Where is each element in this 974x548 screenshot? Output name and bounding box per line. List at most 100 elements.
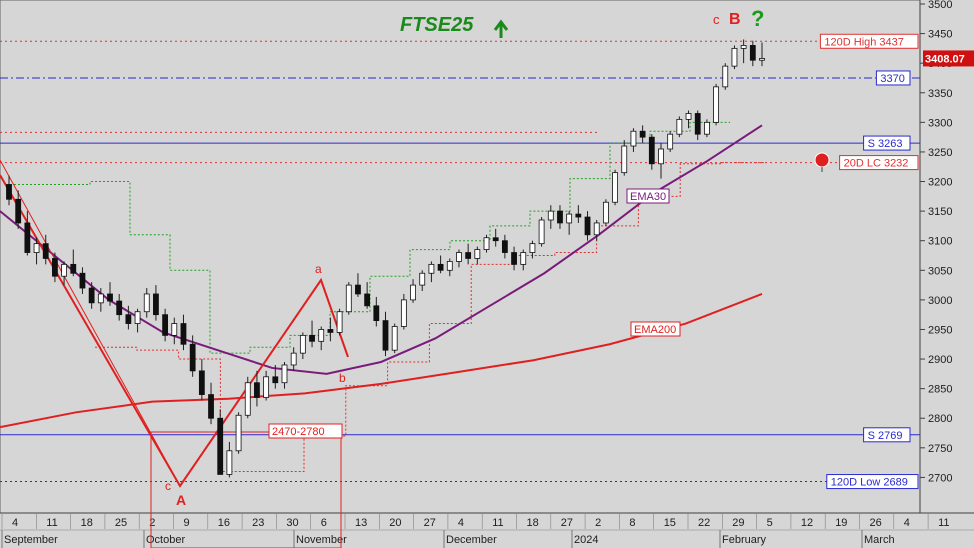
candle xyxy=(529,240,536,259)
candle-body xyxy=(667,133,674,150)
candle-body xyxy=(15,198,22,224)
candle-body xyxy=(446,261,453,271)
x-tick-label: 27 xyxy=(561,517,573,529)
y-tick-label: 2800 xyxy=(928,413,952,425)
candle-body xyxy=(474,249,481,259)
candle-body xyxy=(382,320,389,351)
candle xyxy=(116,293,123,321)
reference-line-label-box xyxy=(826,474,919,490)
candle xyxy=(364,282,371,309)
x-tick-label: 29 xyxy=(732,517,744,529)
candle xyxy=(446,258,453,277)
candle-body xyxy=(327,329,334,333)
candle-body xyxy=(180,323,187,345)
candle-body xyxy=(520,252,527,265)
candle xyxy=(759,42,765,67)
month-label: September xyxy=(4,534,58,546)
candle xyxy=(336,308,343,336)
x-tick-label: 27 xyxy=(424,517,436,529)
candle xyxy=(630,128,637,152)
candle-body xyxy=(52,258,58,277)
wave-label: b xyxy=(339,371,346,385)
candle-body xyxy=(125,314,132,324)
candle xyxy=(263,370,270,401)
ema-line xyxy=(0,293,763,429)
candle xyxy=(410,279,416,303)
candle-body xyxy=(400,299,407,327)
candle-body xyxy=(676,118,683,135)
candle xyxy=(713,83,719,126)
wave-label: c xyxy=(165,479,171,493)
candle xyxy=(593,219,600,241)
candle-body xyxy=(79,272,86,289)
reference-line-label: S 2769 xyxy=(868,430,903,442)
y-tick-label: 3300 xyxy=(928,117,952,129)
reference-line-label-box xyxy=(863,427,911,443)
reference-line-label-box xyxy=(875,70,911,86)
x-tick-label: 4 xyxy=(12,517,18,529)
x-tick-label: 9 xyxy=(184,517,190,529)
candle xyxy=(355,273,361,297)
last-price-badge xyxy=(923,50,974,67)
candle-body xyxy=(529,243,536,253)
y-tick-label: 2900 xyxy=(928,354,952,366)
candle xyxy=(658,143,664,179)
candle xyxy=(244,376,251,419)
candle xyxy=(125,305,132,330)
candle xyxy=(474,246,481,265)
candle xyxy=(704,119,710,138)
candle-body xyxy=(70,263,77,274)
month-label: December xyxy=(446,534,497,546)
trailing-stop-line xyxy=(95,162,764,472)
candle-body xyxy=(33,243,40,253)
candle xyxy=(198,359,205,401)
candle xyxy=(345,282,352,315)
y-tick-label: 2850 xyxy=(928,384,952,396)
candle xyxy=(107,282,113,306)
x-tick-label: 23 xyxy=(252,517,264,529)
candle xyxy=(685,110,692,129)
trailing-stops xyxy=(10,121,764,472)
y-tick-label: 3100 xyxy=(928,236,952,248)
candle-body xyxy=(281,364,288,384)
month-label: November xyxy=(296,534,347,546)
candle-body xyxy=(419,272,426,286)
chart-title: FTSE25 xyxy=(400,14,474,36)
candle xyxy=(180,314,187,351)
candle-body xyxy=(336,311,343,333)
x-tick-label: 26 xyxy=(870,517,882,529)
candle xyxy=(327,317,334,342)
x-tick-label: 4 xyxy=(904,517,910,529)
candle-body xyxy=(373,305,380,321)
x-tick-label: 6 xyxy=(321,517,327,529)
candle xyxy=(24,211,31,256)
candle xyxy=(299,332,306,360)
candle-body xyxy=(88,287,95,304)
candle xyxy=(208,382,214,425)
candle xyxy=(309,320,315,348)
candle-body xyxy=(612,172,618,203)
candle xyxy=(272,364,279,389)
zone-label-box xyxy=(268,423,343,439)
candle xyxy=(6,175,12,206)
x-tick-label: 5 xyxy=(767,517,773,529)
candle-body xyxy=(97,293,104,304)
candle xyxy=(740,39,747,64)
y-tick-label: 3150 xyxy=(928,206,952,218)
x-tick-label: 8 xyxy=(629,517,635,529)
candle-body xyxy=(364,293,371,307)
candle xyxy=(511,246,517,271)
wave-label: c xyxy=(713,12,720,27)
candle xyxy=(88,282,95,309)
x-tick-label: 2 xyxy=(595,517,601,529)
x-tick-label: 30 xyxy=(286,517,298,529)
candle-body xyxy=(584,216,591,236)
candle-body xyxy=(345,284,352,313)
candle xyxy=(492,228,499,247)
trailing-stop-line xyxy=(10,121,730,354)
candle xyxy=(318,326,325,351)
candle-body xyxy=(235,414,242,452)
candle-body xyxy=(621,145,628,174)
candle-body xyxy=(290,352,297,366)
reference-line-label-box xyxy=(819,33,919,49)
